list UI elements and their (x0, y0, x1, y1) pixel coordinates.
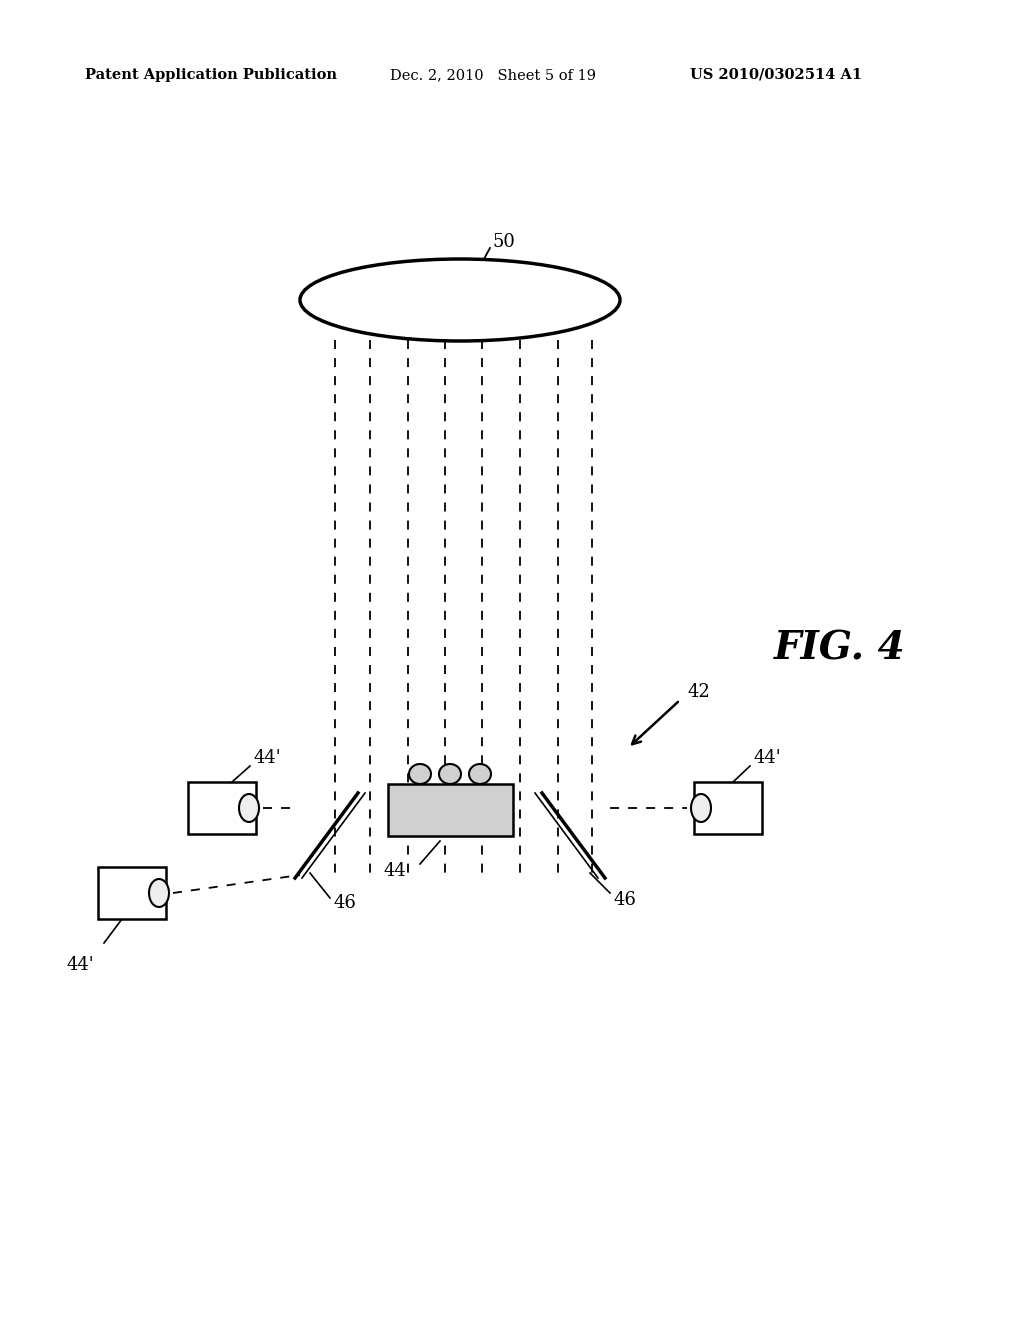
Bar (694, 781, 762, 834)
Text: 44': 44' (67, 956, 94, 974)
Text: FIG. 4: FIG. 4 (774, 630, 906, 667)
Text: 44': 44' (254, 748, 282, 767)
Ellipse shape (150, 879, 169, 907)
Text: Dec. 2, 2010   Sheet 5 of 19: Dec. 2, 2010 Sheet 5 of 19 (390, 69, 596, 82)
Text: 44': 44' (754, 748, 781, 767)
Text: 44: 44 (384, 862, 407, 880)
Text: 46: 46 (613, 891, 636, 909)
Text: 50: 50 (493, 234, 516, 251)
Text: US 2010/0302514 A1: US 2010/0302514 A1 (690, 69, 862, 82)
Text: 46: 46 (333, 894, 356, 912)
Ellipse shape (691, 795, 711, 822)
Bar (188, 781, 256, 834)
Bar (98, 867, 166, 919)
Bar (388, 784, 513, 836)
Ellipse shape (300, 259, 620, 341)
Ellipse shape (439, 764, 461, 784)
Ellipse shape (239, 795, 259, 822)
Text: Patent Application Publication: Patent Application Publication (85, 69, 337, 82)
Ellipse shape (409, 764, 431, 784)
Ellipse shape (469, 764, 490, 784)
Text: 42: 42 (688, 682, 711, 701)
